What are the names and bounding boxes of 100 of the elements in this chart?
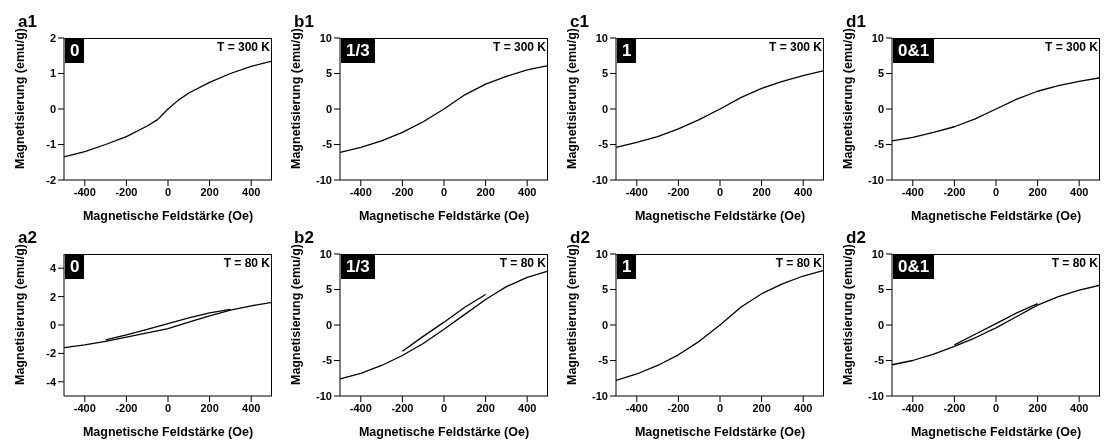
- y-tick-label: -5: [598, 354, 608, 367]
- y-tick-label: -10: [592, 173, 608, 186]
- x-tick-label: 200: [752, 401, 771, 414]
- y-tick-label: 10: [871, 247, 884, 260]
- x-tick-label: 200: [200, 185, 219, 198]
- annotation: 0&1: [893, 39, 935, 63]
- x-tick-label: -400: [73, 401, 96, 414]
- y-tick-label: -1: [46, 138, 56, 151]
- x-axis-title: Magnetische Feldstärke (Oe): [82, 425, 254, 439]
- y-tick-label: 10: [595, 31, 608, 44]
- x-tick-label: -400: [625, 185, 648, 198]
- y-tick-label: 0: [877, 102, 884, 115]
- y-axis-title: Magnetisierung (emu/g): [565, 28, 580, 169]
- annotation: T = 300 K: [768, 40, 822, 54]
- y-tick-label: 0: [877, 318, 884, 331]
- x-tick-label: -200: [943, 185, 966, 198]
- x-tick-label: -200: [115, 185, 138, 198]
- y-tick-label: 2: [49, 31, 56, 44]
- y-tick-label: -10: [316, 389, 332, 402]
- x-tick-label: -200: [391, 401, 414, 414]
- annotation: T = 300 K: [1044, 40, 1098, 54]
- y-tick-label: -5: [874, 354, 884, 367]
- x-tick-label: -400: [901, 185, 924, 198]
- x-axis-title: Magnetische Feldstärke (Oe): [358, 209, 530, 223]
- x-tick-label: -200: [391, 185, 414, 198]
- annotation: 1/3: [341, 255, 375, 279]
- y-axis-title: Magnetisierung (emu/g): [289, 244, 304, 385]
- y-tick-label: 5: [877, 283, 884, 296]
- y-tick-label: 2: [49, 290, 56, 303]
- y-tick-label: 4: [49, 262, 57, 275]
- x-tick-label: -400: [349, 401, 372, 414]
- y-tick-label: 0: [49, 102, 56, 115]
- y-axis-title: Magnetisierung (emu/g): [13, 244, 28, 385]
- x-tick-label: 200: [1028, 401, 1047, 414]
- y-tick-label: 0: [325, 318, 332, 331]
- x-tick-label: 400: [518, 185, 537, 198]
- y-tick-label: -10: [868, 173, 884, 186]
- y-tick-label: -4: [46, 375, 57, 388]
- annotation: 0: [65, 255, 85, 279]
- x-tick-label: 200: [1028, 185, 1047, 198]
- annotation: T = 80 K: [775, 256, 822, 270]
- y-tick-label: 10: [595, 247, 608, 260]
- x-tick-label: 400: [518, 401, 537, 414]
- x-tick-label: 200: [752, 185, 771, 198]
- x-tick-label: -200: [115, 401, 138, 414]
- x-tick-label: 0: [440, 401, 448, 414]
- x-tick-label: 0: [716, 401, 724, 414]
- x-axis-title: Magnetische Feldstärke (Oe): [634, 425, 806, 439]
- annotation: T = 80 K: [499, 256, 546, 270]
- y-tick-label: -2: [46, 347, 56, 360]
- annotation: T = 300 K: [216, 40, 270, 54]
- annotation: 0: [65, 39, 85, 63]
- x-tick-label: 0: [164, 185, 172, 198]
- x-axis-title: Magnetische Feldstärke (Oe): [358, 425, 530, 439]
- y-axis-title: Magnetisierung (emu/g): [841, 28, 856, 169]
- x-tick-label: -200: [667, 185, 690, 198]
- x-tick-label: -400: [349, 185, 372, 198]
- y-tick-label: 10: [319, 31, 332, 44]
- y-tick-label: 5: [601, 283, 608, 296]
- y-tick-label: 5: [601, 67, 608, 80]
- x-tick-label: 0: [440, 185, 448, 198]
- y-tick-label: 5: [325, 283, 332, 296]
- annotation: 1: [617, 255, 637, 279]
- y-axis-title: Magnetisierung (emu/g): [565, 244, 580, 385]
- x-axis-title: Magnetische Feldstärke (Oe): [634, 209, 806, 223]
- y-tick-label: 0: [601, 318, 608, 331]
- annotation: 0&1: [893, 255, 935, 279]
- y-tick-label: 10: [319, 247, 332, 260]
- y-axis-title: Magnetisierung (emu/g): [289, 28, 304, 169]
- y-tick-label: 1: [49, 67, 56, 80]
- x-tick-label: 0: [716, 185, 724, 198]
- x-tick-label: -400: [901, 401, 924, 414]
- x-tick-label: 400: [794, 185, 813, 198]
- x-tick-label: 0: [164, 401, 172, 414]
- y-axis-title: Magnetisierung (emu/g): [841, 244, 856, 385]
- x-tick-label: -200: [667, 401, 690, 414]
- x-tick-label: 400: [1070, 401, 1089, 414]
- x-tick-label: 200: [476, 185, 495, 198]
- annotation: 1/3: [341, 39, 375, 63]
- y-tick-label: 0: [601, 102, 608, 115]
- x-axis-title: Magnetische Feldstärke (Oe): [910, 209, 1082, 223]
- x-tick-label: -200: [943, 401, 966, 414]
- y-tick-label: -10: [868, 389, 884, 402]
- y-tick-label: 0: [49, 318, 56, 331]
- x-tick-label: 400: [242, 401, 261, 414]
- x-axis-title: Magnetische Feldstärke (Oe): [82, 209, 254, 223]
- x-tick-label: 200: [200, 401, 219, 414]
- y-tick-label: 0: [325, 102, 332, 115]
- y-tick-label: -5: [598, 138, 608, 151]
- x-tick-label: 0: [992, 185, 1000, 198]
- y-tick-label: -5: [874, 138, 884, 151]
- y-tick-label: -5: [322, 138, 332, 151]
- annotation: T = 80 K: [1051, 256, 1098, 270]
- x-tick-label: -400: [73, 185, 96, 198]
- annotation: T = 300 K: [492, 40, 546, 54]
- x-axis-title: Magnetische Feldstärke (Oe): [910, 425, 1082, 439]
- x-tick-label: 0: [992, 401, 1000, 414]
- y-tick-label: 5: [325, 67, 332, 80]
- x-tick-label: 200: [476, 401, 495, 414]
- annotation: T = 80 K: [223, 256, 270, 270]
